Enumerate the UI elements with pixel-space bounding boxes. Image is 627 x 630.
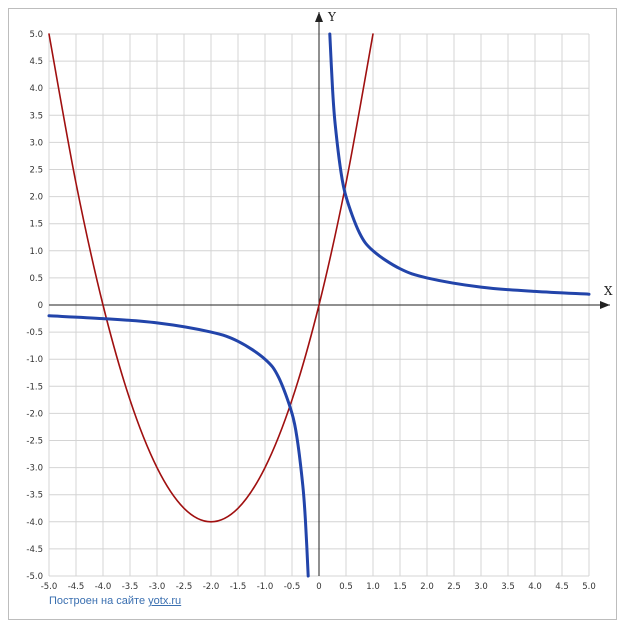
y-tick-label: 0 (38, 301, 43, 311)
x-tick-label: 4.0 (528, 582, 542, 592)
x-tick-label: -5.0 (41, 582, 58, 592)
x-tick-label: 2.0 (420, 582, 434, 592)
credit-link[interactable]: yotx.ru (148, 595, 182, 607)
y-tick-label: -3.5 (26, 491, 43, 501)
x-tick-label: 5.0 (582, 582, 596, 592)
x-tick-label: -2.5 (176, 582, 193, 592)
y-tick-label: -4.0 (26, 518, 43, 528)
y-tick-label: 1.5 (29, 220, 43, 230)
chart-frame (8, 8, 617, 620)
y-tick-label: -5.0 (26, 572, 43, 582)
x-tick-label: -1.5 (230, 582, 247, 592)
series-line (328, 32, 591, 296)
y-tick-label: -4.5 (26, 545, 43, 555)
y-tick-label: 2.5 (29, 166, 43, 176)
y-tick-label: 3.5 (29, 111, 43, 121)
x-tick-label: 1.5 (393, 582, 407, 592)
y-tick-label: -2.0 (26, 409, 43, 419)
x-tick-label: -4.5 (68, 582, 85, 592)
series-line (48, 33, 374, 523)
axes (49, 12, 610, 576)
x-tick-label: 3.5 (501, 582, 515, 592)
x-tick-label: 2.5 (447, 582, 461, 592)
y-tick-label: -1.0 (26, 355, 43, 365)
x-tick-labels: -5.0 -4.5 -4.0 -3.5 -3.0 -2.5 -2.0 -1.5 -1.0 -0.5… (41, 582, 596, 592)
x-tick-label: 3.0 (474, 582, 488, 592)
credit-prefix: Построен на сайте (49, 595, 149, 607)
y-tick-label: 4.5 (29, 57, 43, 67)
y-tick-label: 2.0 (29, 193, 43, 203)
x-tick-label: 0.5 (339, 582, 353, 592)
y-axis-arrow (315, 12, 323, 22)
y-tick-label: 1.0 (29, 247, 43, 257)
x-axis-arrow (600, 301, 610, 309)
y-axis-label: Y (327, 10, 337, 24)
y-tick-label: -2.5 (26, 437, 43, 447)
x-tick-label: -0.5 (284, 582, 301, 592)
x-tick-label: 0 (316, 582, 321, 592)
y-tick-label: 4.0 (29, 84, 43, 94)
x-tick-label: 1.0 (366, 582, 380, 592)
y-tick-labels: 5.0 4.5 4.0 3.5 3.0 2.5 2.0 1.5 1.0 0.5 0 -0.5 -1.0 -… (26, 30, 43, 582)
series-group (47, 32, 591, 578)
x-tick-label: -3.0 (149, 582, 166, 592)
credit-text: Построен на сайте yotx.ru (49, 595, 181, 607)
x-tick-label: -1.0 (257, 582, 274, 592)
y-tick-label: 0.5 (29, 274, 43, 284)
y-tick-label: -1.5 (26, 382, 43, 392)
x-tick-label: 4.5 (555, 582, 569, 592)
x-axis-label: X (604, 284, 613, 298)
x-tick-label: -3.5 (122, 582, 139, 592)
series-line (47, 314, 310, 578)
y-tick-label: 3.0 (29, 138, 43, 148)
y-tick-label: -0.5 (26, 328, 43, 338)
y-tick-label: -3.0 (26, 464, 43, 474)
y-tick-label: 5.0 (29, 30, 43, 40)
x-tick-label: -4.0 (95, 582, 112, 592)
x-tick-label: -2.0 (203, 582, 220, 592)
